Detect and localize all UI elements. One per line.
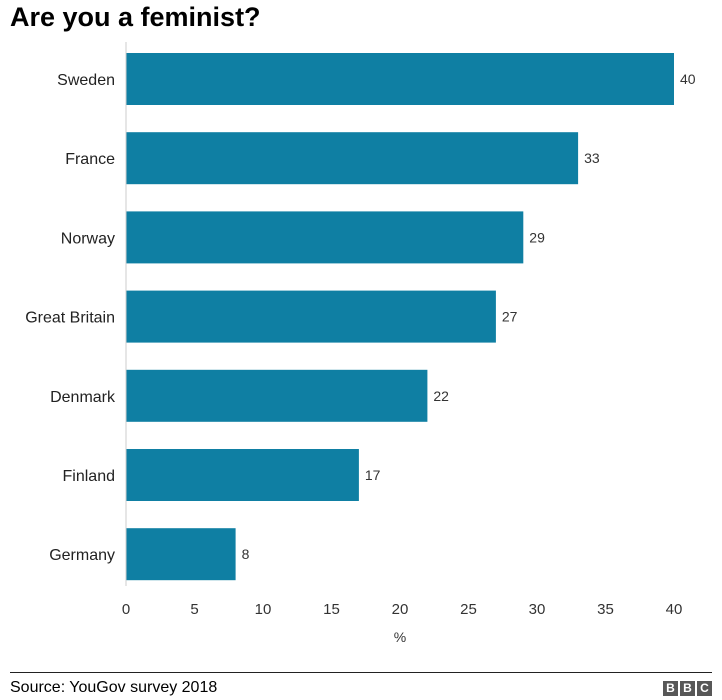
category-label: Great Britain	[25, 310, 115, 327]
bbc-logo: B B C	[663, 681, 712, 696]
bbc-logo-letter: B	[663, 681, 678, 696]
bar-norway	[126, 211, 524, 264]
bar-value-label: 40	[680, 71, 696, 87]
category-label: Germany	[49, 547, 115, 564]
bar-value-label: 27	[502, 309, 518, 325]
bbc-logo-letter: B	[680, 681, 695, 696]
category-label: Denmark	[50, 389, 116, 406]
bar-sweden	[126, 53, 674, 105]
bar-finland	[126, 449, 359, 501]
x-tick-label: 10	[255, 601, 272, 618]
source-note: Source: YouGov survey 2018	[10, 679, 218, 696]
footer-divider	[10, 672, 712, 673]
bar-denmark	[126, 369, 428, 422]
bbc-logo-letter: C	[697, 681, 712, 696]
bar-value-label: 8	[242, 546, 250, 562]
category-label: France	[65, 151, 115, 168]
category-label: Norway	[61, 230, 115, 247]
bar-france	[126, 132, 579, 185]
x-tick-label: 20	[392, 601, 409, 618]
x-tick-label: 25	[460, 601, 477, 618]
bars-layer	[126, 53, 674, 581]
category-label: Sweden	[57, 72, 115, 89]
chart-title: Are you a feminist?	[10, 2, 261, 32]
x-tick-label: 35	[597, 601, 614, 618]
bar-germany	[126, 528, 236, 581]
x-tick-label: 15	[323, 601, 340, 618]
bar-value-label: 33	[584, 150, 600, 166]
bar-chart: 40 33 29 27 22 17 8 Sweden France Norway Great Br…	[25, 42, 696, 645]
x-tick-label: 30	[529, 601, 546, 618]
bar-value-label: 17	[365, 467, 381, 483]
value-labels-layer: 40 33 29 27 22 17 8	[242, 71, 696, 562]
category-label: Finland	[63, 468, 115, 485]
x-axis-label: %	[394, 629, 406, 645]
bar-great-britain	[126, 290, 496, 343]
x-tick-label: 0	[122, 601, 130, 618]
bar-value-label: 22	[433, 388, 449, 404]
x-tick-label: 5	[190, 601, 198, 618]
bar-value-label: 29	[529, 229, 545, 245]
x-tick-label: 40	[666, 601, 683, 618]
category-labels-layer: Sweden France Norway Great Britain Denmark Fi…	[25, 72, 116, 564]
x-axis-tick-labels: 0 5 10 15 20 25 30 35 40	[122, 601, 683, 618]
